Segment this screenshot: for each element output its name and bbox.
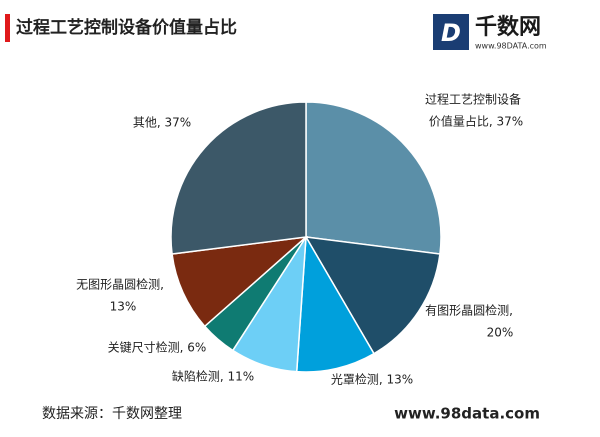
logo-icon <box>433 14 469 50</box>
slice-label: 20% <box>487 326 514 340</box>
logo: D 千数网 www.98DATA.com <box>433 14 547 51</box>
slice-label: 有图形晶圆检测, <box>425 303 513 318</box>
source: 数据来源：千数网整理 <box>42 406 182 422</box>
pie-slice <box>170 101 307 255</box>
pie-slice <box>295 234 375 373</box>
website: www.98data.com <box>394 405 540 423</box>
slice-label: 关键尺寸检测, 6% <box>108 340 207 355</box>
pie-slice <box>171 235 309 328</box>
chart-title: 过程工艺控制设备价值量占比 <box>16 17 237 38</box>
slice-label: 13% <box>110 300 137 314</box>
logo-url: www.98DATA.com <box>475 42 547 51</box>
slice-label: 价值量占比, 37% <box>429 114 523 129</box>
pie-slice <box>304 236 441 355</box>
slice-label: 过程工艺控制设备 <box>425 92 521 107</box>
title-bar <box>5 14 10 42</box>
pie-slice <box>305 101 442 255</box>
slice-label: 缺陷检测, 11% <box>172 369 254 384</box>
slice-label: 其他, 37% <box>133 116 191 130</box>
slice-label: 无图形晶圆检测, <box>76 277 164 292</box>
logo-mark: D <box>441 19 461 47</box>
slice-label: 光罩检测, 13% <box>331 372 413 387</box>
logo-name: 千数网 <box>475 14 541 40</box>
